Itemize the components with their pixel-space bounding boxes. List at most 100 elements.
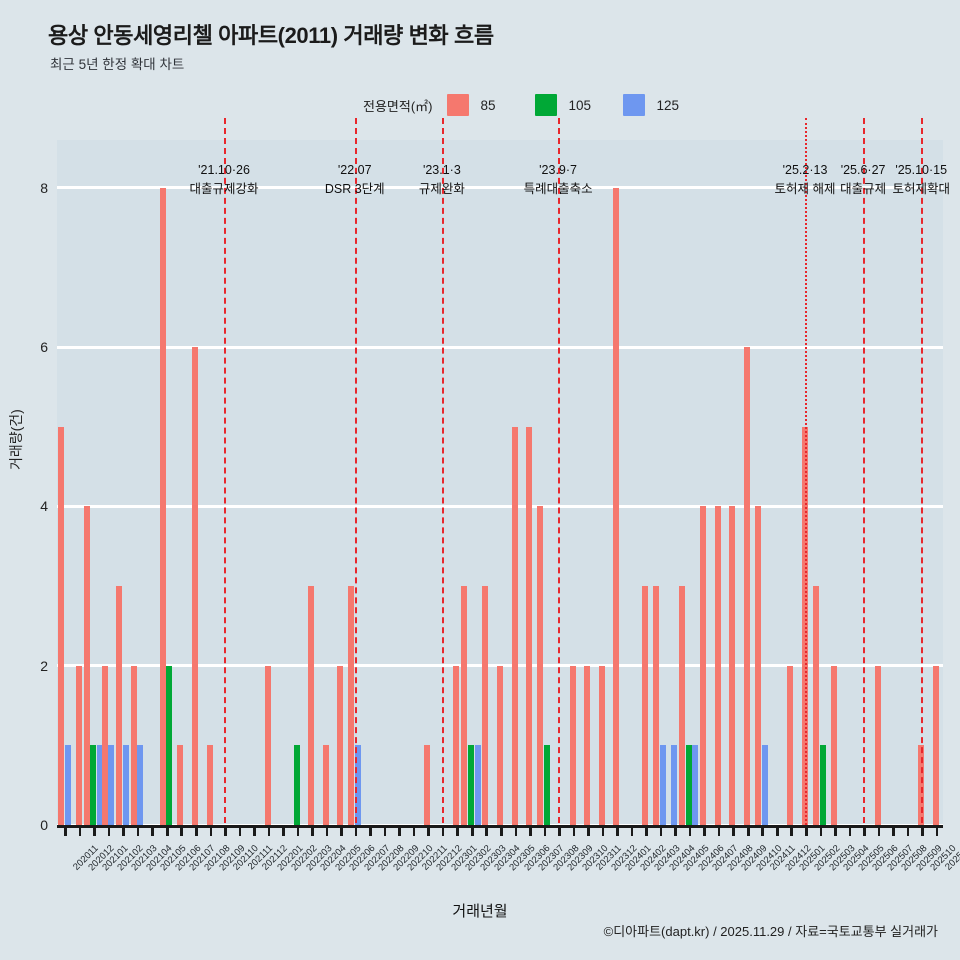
bar-202104-125[interactable] — [137, 745, 144, 825]
y-axis-title: 거래량(건) — [8, 409, 24, 470]
bar-202411-125[interactable] — [761, 745, 768, 825]
page-title: 용상 안동세영리첼 아파트(2011) 거래량 변화 흐름 — [48, 23, 494, 48]
bar-202311-85[interactable] — [584, 665, 591, 825]
y-axis-tick-label: 6 — [40, 339, 48, 356]
bar-202511-85[interactable] — [932, 665, 939, 825]
footer-credit: ©디아파트(dapt.kr) / 2025.11.29 / 자료=국토교통부 실… — [603, 924, 938, 939]
x-axis-tick — [819, 825, 823, 836]
bar-202410-85[interactable] — [743, 347, 750, 825]
bar-202106-105[interactable] — [166, 665, 173, 825]
bar-202406-85[interactable] — [679, 586, 686, 825]
bar-202306-85[interactable] — [511, 426, 518, 825]
bar-202404-85[interactable] — [653, 586, 660, 825]
event-line-202510 — [921, 118, 924, 833]
bar-202407-85[interactable] — [700, 506, 707, 825]
x-axis-tick — [282, 825, 285, 836]
bar-202403-85[interactable] — [642, 586, 649, 825]
bar-202102-85[interactable] — [101, 665, 108, 825]
bar-202303-125[interactable] — [474, 745, 481, 825]
bar-202503-105[interactable] — [819, 745, 826, 825]
y-axis-tick-label: 0 — [40, 817, 48, 833]
bar-202108-85[interactable] — [191, 347, 198, 825]
bar-202310-85[interactable] — [569, 665, 576, 825]
plot-area: 0 2 4 6 8 — [40, 118, 943, 833]
x-axis-tick — [325, 825, 329, 836]
event-label-202207: '22.07 DSR 3단계 — [324, 163, 385, 197]
x-axis-tick — [601, 825, 605, 836]
x-axis-tick — [224, 825, 227, 836]
legend-label-125: 125 — [656, 97, 680, 113]
bar-202501-85[interactable] — [787, 665, 794, 825]
x-axis-tick — [383, 825, 387, 836]
bar-202206-85[interactable] — [337, 665, 344, 825]
bar-202308-105[interactable] — [543, 745, 550, 825]
bar-202104-85[interactable] — [130, 665, 137, 825]
x-axis-tick — [456, 825, 460, 836]
bar-202305-85[interactable] — [497, 665, 503, 825]
bar-202101-125[interactable] — [96, 745, 103, 825]
x-axis-tick — [848, 825, 852, 836]
bar-202207-125[interactable] — [355, 745, 362, 825]
bar-202406-105[interactable] — [685, 745, 692, 825]
bar-202102-125[interactable] — [108, 745, 115, 825]
bar-202212-85[interactable] — [424, 745, 431, 825]
x-axis-tick — [311, 825, 314, 836]
bar-202107-85[interactable] — [177, 745, 184, 825]
bar-202507-85[interactable] — [874, 665, 881, 825]
x-axis-tick — [238, 825, 242, 836]
event-line-202110 — [224, 118, 227, 833]
bar-202204-85[interactable] — [308, 586, 315, 825]
event-label-202502: '25.2·13 토허제 해제 — [774, 163, 836, 197]
x-axis-tick — [688, 825, 692, 836]
bar-202201-85[interactable] — [264, 665, 271, 825]
gridline — [57, 186, 943, 190]
bar-202101-105[interactable] — [90, 745, 97, 825]
bar-202405-125[interactable] — [671, 745, 678, 825]
bar-202308-85[interactable] — [537, 506, 544, 825]
x-axis-tick — [514, 825, 518, 836]
x-axis-tick — [441, 825, 445, 836]
legend-swatch-125 — [622, 94, 645, 116]
x-axis-tick — [558, 825, 561, 836]
bar-202303-105[interactable] — [467, 745, 474, 825]
bar-202404-125[interactable] — [660, 745, 667, 825]
bar-202106-85[interactable] — [159, 187, 166, 825]
x-axis-tick — [892, 825, 895, 836]
y-axis-tick-label: 2 — [40, 657, 48, 674]
bar-202207-85[interactable] — [348, 586, 355, 825]
bar-202203-105[interactable] — [293, 745, 300, 825]
bar-202408-85[interactable] — [714, 506, 721, 825]
bar-202109-85[interactable] — [206, 745, 213, 825]
x-axis-tick — [340, 825, 343, 836]
x-axis-tick — [412, 825, 416, 836]
bar-202011-85[interactable] — [57, 426, 64, 825]
x-axis-tick — [674, 825, 677, 836]
bar-202012-85[interactable] — [75, 665, 82, 825]
event-line-202506 — [863, 118, 866, 833]
legend-swatch-85 — [446, 94, 469, 116]
bar-202205-85[interactable] — [322, 745, 329, 825]
bar-202504-85[interactable] — [831, 665, 838, 825]
bar-202303-85[interactable] — [461, 586, 468, 825]
bar-202307-85[interactable] — [526, 426, 533, 825]
event-line-202301 — [441, 118, 444, 833]
bar-202101-85[interactable] — [83, 506, 90, 825]
bar-202406-125[interactable] — [692, 745, 699, 825]
bar-202411-85[interactable] — [755, 506, 762, 825]
gridline — [57, 345, 943, 349]
x-axis-tick — [630, 825, 634, 836]
x-axis-tick — [790, 825, 794, 836]
x-axis-tick — [717, 825, 721, 836]
bar-202302-85[interactable] — [453, 665, 460, 825]
legend-label-105: 105 — [568, 97, 592, 113]
bar-202304-85[interactable] — [482, 586, 489, 825]
bar-202503-85[interactable] — [813, 586, 820, 825]
x-axis-tick — [253, 825, 256, 836]
bar-202103-125[interactable] — [122, 745, 129, 825]
bar-202011-125[interactable] — [64, 745, 71, 825]
bar-202409-85[interactable] — [729, 506, 736, 825]
bar-202312-85[interactable] — [598, 665, 605, 825]
bar-202401-85[interactable] — [613, 187, 620, 825]
event-label-202110: '21.10·26 대출규제강화 — [189, 163, 259, 197]
bar-202103-85[interactable] — [116, 586, 123, 825]
